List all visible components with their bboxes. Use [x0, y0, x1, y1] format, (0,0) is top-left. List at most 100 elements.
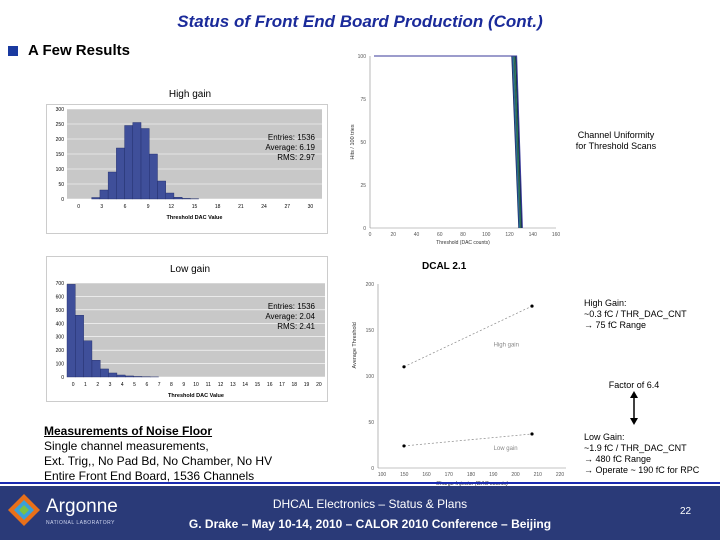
uniformity-plot: 0 25 50 75 100 0 20 40 60 80 100 120 140 160 Threshold…	[344, 46, 566, 252]
uniformity-label-line2: for Threshold Scans	[575, 141, 657, 151]
low-hist-xtick-3: 3	[109, 382, 112, 388]
dcal-xtick-8: 220	[556, 472, 565, 478]
footer-line-2: G. Drake – May 10-14, 2010 – CALOR 2010 …	[188, 517, 552, 531]
dcal-ylabel: Average Threshold	[352, 322, 358, 368]
low-gain-average: Average: 2.04	[265, 312, 315, 321]
double-arrow-icon	[630, 391, 638, 425]
low-hist-xtick-16: 16	[267, 382, 273, 388]
uniformity-label-line1: Channel Uniformity	[577, 130, 655, 140]
high-hist-ytick-4: 200	[56, 137, 65, 143]
low-gain-entries: Entries: 1536	[267, 302, 315, 311]
page-number: 22	[680, 506, 692, 517]
low-hist-xtick-8: 8	[170, 382, 173, 388]
dcal-point-1-0	[402, 444, 406, 448]
low-gain-rms: RMS: 2.41	[277, 322, 315, 331]
uni-ytick-2: 50	[360, 140, 366, 146]
uni-curve-1	[374, 55, 520, 229]
low-gain-chart: 0 100 200 300 400 500 600 700 0 1 2 3 4 5 6 7 8 9 10 11 12 13…	[46, 256, 328, 402]
dcal-xtick-0: 100	[378, 472, 387, 478]
high-hist-bar-9	[140, 128, 150, 200]
uni-curve-0	[374, 55, 520, 229]
uni-curve-3	[374, 55, 522, 229]
high-gain-stats: Entries: 1536 Average: 6.19 RMS: 2.97	[240, 133, 315, 163]
uni-xlabel: Threshold (DAC counts)	[436, 240, 490, 246]
dcal-ytick-1: 50	[368, 420, 374, 426]
high-hist-ytick-2: 100	[56, 167, 65, 173]
high-gain-histogram: 0 50 100 150 200 250 300 0 3 6 9 12 15 18 21 24 27 30 Thre…	[56, 107, 322, 221]
dcal-xtick-3: 170	[445, 472, 454, 478]
high-hist-ytick-0: 0	[61, 197, 64, 203]
dcal-xtick-2: 160	[422, 472, 431, 478]
noise-floor-text: Measurements of Noise Floor Single chann…	[44, 424, 364, 484]
dcal-xtick-6: 200	[511, 472, 520, 478]
noise-line-3: Entire Front End Board, 1536 Channels	[44, 469, 255, 483]
low-hist-xtick-10: 10	[193, 382, 199, 388]
low-hist-xtick-15: 15	[255, 382, 261, 388]
uni-xtick-4: 80	[460, 232, 466, 238]
low-hist-xtick-4: 4	[121, 382, 124, 388]
high-hist-bar-14	[181, 198, 191, 200]
high-gain-note-1: High Gain:	[584, 298, 627, 308]
dcal-xlabel: Charge Injector (DAC counts)	[436, 481, 508, 487]
low-hist-xtick-0: 0	[72, 382, 75, 388]
low-hist-ytick-4: 400	[56, 321, 65, 327]
high-hist-xlabel: Threshold DAC Value	[167, 215, 223, 221]
uni-curve-4	[374, 55, 522, 229]
high-hist-bar-6	[116, 147, 125, 200]
factor-label: Factor of 6.4	[608, 380, 660, 390]
dcal-xtick-5: 190	[489, 472, 498, 478]
low-hist-xtick-12: 12	[218, 382, 224, 388]
dcal-xtick-7: 210	[534, 472, 543, 478]
footer-line-1: DHCAL Electronics – Status & Plans	[272, 497, 468, 511]
low-hist-xtick-13: 13	[230, 382, 236, 388]
argonne-logo-sub: NATIONAL LABORATORY	[46, 520, 115, 526]
footer-bar	[0, 486, 720, 540]
low-hist-plot-area	[67, 283, 325, 377]
high-hist-xtick-10: 30	[308, 204, 314, 210]
dcal-ytick-2: 100	[366, 374, 375, 380]
low-hist-bar-7	[125, 375, 134, 378]
high-hist-bar-13	[173, 196, 183, 200]
high-hist-bar-10	[149, 153, 158, 200]
dcal-series-line-1	[403, 433, 533, 447]
low-hist-ytick-3: 300	[56, 335, 65, 341]
high-gain-note-3: → 75 fC Range	[584, 320, 647, 330]
high-hist-xtick-1: 3	[100, 204, 103, 210]
high-gain-note-2: ~0.3 fC / THR_DAC_CNT	[584, 309, 687, 319]
dcal-ytick-4: 200	[366, 282, 375, 288]
high-hist-ytick-5: 250	[56, 122, 65, 128]
high-hist-ytick-1: 50	[58, 182, 64, 188]
dcal-series-label-0: High gain	[494, 342, 519, 348]
high-hist-ytick-6: 300	[56, 107, 65, 113]
dcal-point-0-0	[402, 365, 406, 369]
uni-xtick-8: 160	[552, 232, 561, 238]
uni-ytick-4: 100	[358, 54, 367, 60]
dcal-svg: 0 50 100 150 200 100 150 160 170 180 190 200 210 220 H…	[352, 282, 566, 487]
high-hist-bar-12	[165, 192, 175, 200]
uni-curve-2	[374, 55, 521, 229]
uni-xtick-6: 120	[505, 232, 514, 238]
low-hist-xtick-1: 1	[84, 382, 87, 388]
uni-ytick-1: 25	[360, 183, 366, 189]
dcal-xtick-1: 150	[400, 472, 409, 478]
dcal-ytick-3: 150	[366, 328, 375, 334]
low-hist-ytick-6: 600	[56, 294, 65, 300]
high-gain-average: Average: 6.19	[265, 143, 315, 152]
dcal-series-label-1: Low gain	[494, 446, 518, 452]
bullet-heading: A Few Results	[8, 42, 130, 59]
low-hist-xtick-2: 2	[96, 382, 99, 388]
uni-xtick-0: 0	[369, 232, 372, 238]
high-hist-xtick-8: 24	[261, 204, 267, 210]
low-hist-bar-8	[133, 376, 143, 378]
low-hist-ytick-7: 700	[56, 281, 65, 287]
footer-text: DHCAL Electronics – Status & Plans G. Dr…	[170, 494, 570, 534]
argonne-logo: Argonne NATIONAL LABORATORY	[6, 490, 166, 534]
low-hist-xtick-19: 19	[304, 382, 310, 388]
low-hist-xtick-17: 17	[279, 382, 285, 388]
uni-ylabel: Hits / 100 tries	[350, 124, 356, 159]
low-gain-label: Low gain	[160, 264, 220, 275]
uni-xtick-5: 100	[482, 232, 491, 238]
noise-line-2: Ext. Trig,, No Pad Bd, No Chamber, No HV	[44, 454, 273, 468]
low-gain-note-2: ~1.9 fC / THR_DAC_CNT	[584, 443, 687, 453]
